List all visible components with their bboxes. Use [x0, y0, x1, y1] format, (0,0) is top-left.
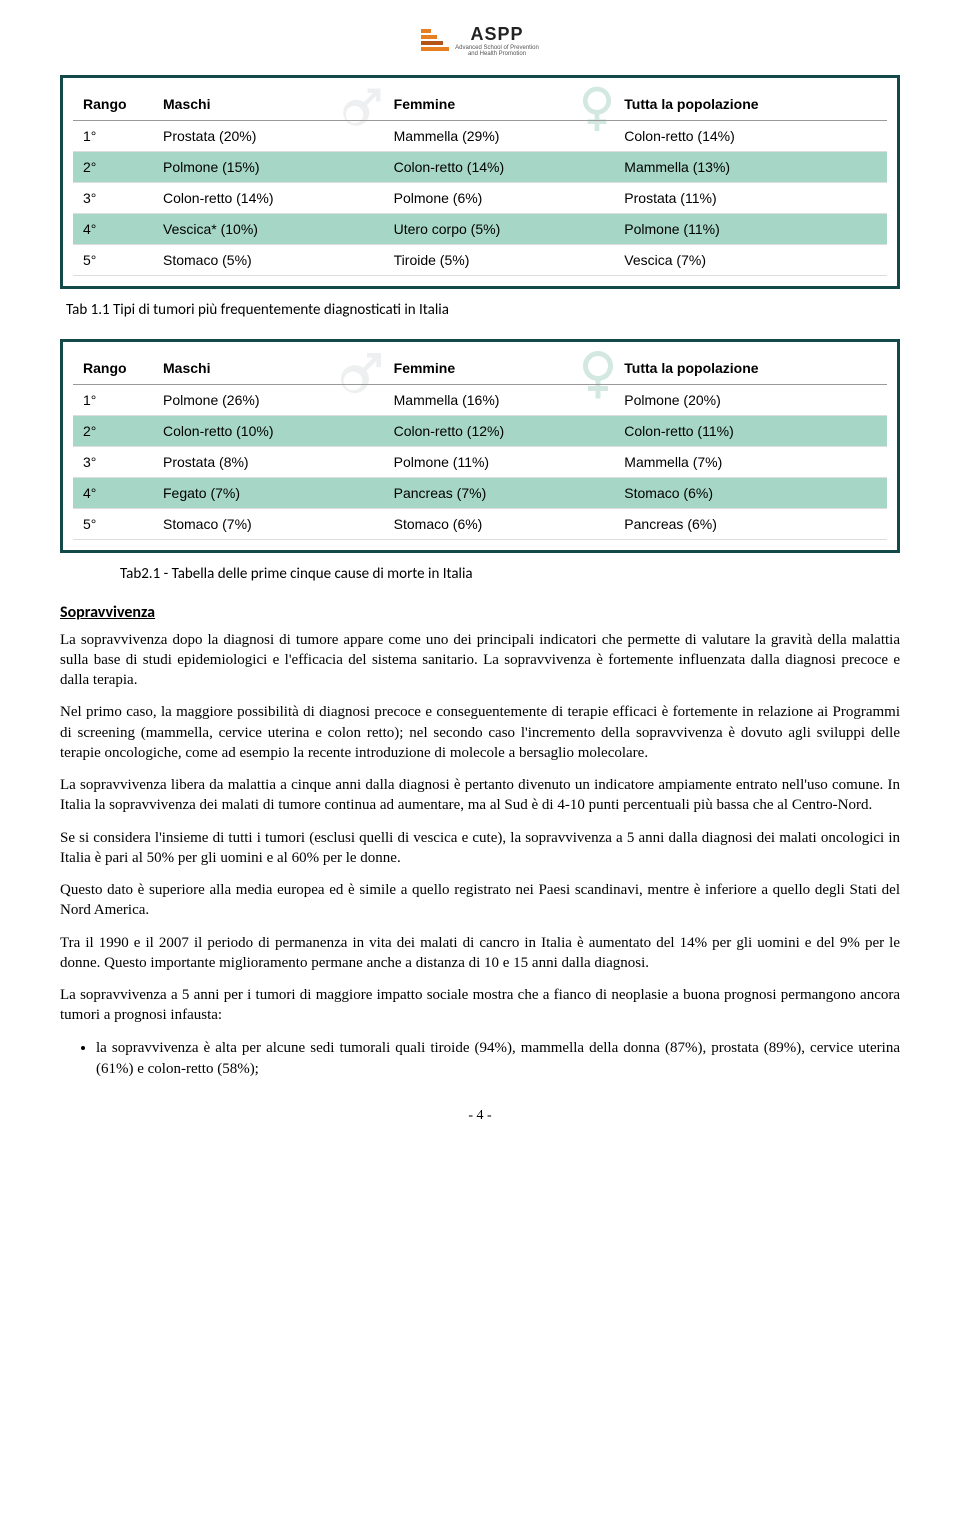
- table-cell: Prostata (11%): [614, 182, 887, 213]
- header-logo: ASPP Advanced School of Prevention and H…: [60, 20, 900, 57]
- table-cell: 1°: [73, 120, 153, 151]
- logo-mark-icon: [421, 29, 449, 51]
- table-row: 5°Stomaco (5%)Tiroide (5%)Vescica (7%): [73, 244, 887, 275]
- table-cell: Utero corpo (5%): [384, 213, 615, 244]
- table-cell: 3°: [73, 182, 153, 213]
- list-item: la sopravvivenza è alta per alcune sedi …: [96, 1038, 900, 1080]
- table-cell: Colon-retto (10%): [153, 415, 384, 446]
- table-cell: Polmone (26%): [153, 384, 384, 415]
- table-cell: 2°: [73, 415, 153, 446]
- logo-sub2: and Health Promotion: [455, 51, 539, 57]
- table-cell: 4°: [73, 477, 153, 508]
- table-row: 2°Colon-retto (10%)Colon-retto (12%)Colo…: [73, 415, 887, 446]
- body-paragraph: La sopravvivenza dopo la diagnosi di tum…: [60, 630, 900, 691]
- table-row: 5°Stomaco (7%)Stomaco (6%)Pancreas (6%): [73, 508, 887, 539]
- table1-caption: Tab 1.1 Tipi di tumori più frequentement…: [66, 301, 900, 319]
- table-cell: Vescica (7%): [614, 244, 887, 275]
- logo-title: ASPP: [455, 24, 539, 45]
- table-cell: 5°: [73, 244, 153, 275]
- table-cell: Polmone (20%): [614, 384, 887, 415]
- table2: RangoMaschiFemmineTutta la popolazione 1…: [73, 352, 887, 540]
- table-cell: Fegato (7%): [153, 477, 384, 508]
- table-header: Tutta la popolazione: [614, 88, 887, 121]
- table-cell: Polmone (6%): [384, 182, 615, 213]
- table2-caption: Tab2.1 - Tabella delle prime cinque caus…: [120, 565, 900, 583]
- table-cell: 4°: [73, 213, 153, 244]
- table-cell: Colon-retto (14%): [614, 120, 887, 151]
- table-row: 4°Fegato (7%)Pancreas (7%)Stomaco (6%): [73, 477, 887, 508]
- table1-container: RangoMaschiFemmineTutta la popolazione 1…: [60, 75, 900, 289]
- table-cell: Colon-retto (12%): [384, 415, 615, 446]
- table-header: Maschi: [153, 352, 384, 385]
- table-cell: Stomaco (6%): [614, 477, 887, 508]
- table-cell: 5°: [73, 508, 153, 539]
- table-cell: Mammella (29%): [384, 120, 615, 151]
- body-paragraph: Nel primo caso, la maggiore possibilità …: [60, 702, 900, 763]
- page-number: - 4 -: [60, 1108, 900, 1124]
- table-cell: 3°: [73, 446, 153, 477]
- table-cell: Vescica* (10%): [153, 213, 384, 244]
- table-cell: Stomaco (5%): [153, 244, 384, 275]
- table-row: 3°Prostata (8%)Polmone (11%)Mammella (7%…: [73, 446, 887, 477]
- body-paragraph: Se si considera l'insieme di tutti i tum…: [60, 828, 900, 869]
- table-header: Tutta la popolazione: [614, 352, 887, 385]
- table-row: 1°Polmone (26%)Mammella (16%)Polmone (20…: [73, 384, 887, 415]
- table-row: 4°Vescica* (10%)Utero corpo (5%)Polmone …: [73, 213, 887, 244]
- bullet-list: la sopravvivenza è alta per alcune sedi …: [96, 1038, 900, 1080]
- table-header: Femmine: [384, 88, 615, 121]
- table-cell: Stomaco (6%): [384, 508, 615, 539]
- table-cell: Pancreas (7%): [384, 477, 615, 508]
- table-header: Femmine: [384, 352, 615, 385]
- table-header: Maschi: [153, 88, 384, 121]
- body-paragraph: Questo dato è superiore alla media europ…: [60, 880, 900, 921]
- body-paragraph: La sopravvivenza a 5 anni per i tumori d…: [60, 985, 900, 1026]
- table-header: Rango: [73, 88, 153, 121]
- table-cell: Colon-retto (11%): [614, 415, 887, 446]
- table-cell: Prostata (8%): [153, 446, 384, 477]
- body-paragraph: La sopravvivenza libera da malattia a ci…: [60, 775, 900, 816]
- table-header: Rango: [73, 352, 153, 385]
- table-row: 1°Prostata (20%)Mammella (29%)Colon-rett…: [73, 120, 887, 151]
- table-cell: Polmone (15%): [153, 151, 384, 182]
- table-cell: Pancreas (6%): [614, 508, 887, 539]
- table-cell: Mammella (7%): [614, 446, 887, 477]
- table-cell: Colon-retto (14%): [153, 182, 384, 213]
- table2-container: RangoMaschiFemmineTutta la popolazione 1…: [60, 339, 900, 553]
- table-cell: Polmone (11%): [614, 213, 887, 244]
- table-cell: Stomaco (7%): [153, 508, 384, 539]
- table-row: 2°Polmone (15%)Colon-retto (14%)Mammella…: [73, 151, 887, 182]
- table-cell: Polmone (11%): [384, 446, 615, 477]
- table-cell: 2°: [73, 151, 153, 182]
- table-cell: Mammella (13%): [614, 151, 887, 182]
- table1: RangoMaschiFemmineTutta la popolazione 1…: [73, 88, 887, 276]
- table-cell: 1°: [73, 384, 153, 415]
- table-row: 3°Colon-retto (14%)Polmone (6%)Prostata …: [73, 182, 887, 213]
- table-cell: Tiroide (5%): [384, 244, 615, 275]
- table-cell: Mammella (16%): [384, 384, 615, 415]
- table-cell: Prostata (20%): [153, 120, 384, 151]
- table-cell: Colon-retto (14%): [384, 151, 615, 182]
- body-paragraph: Tra il 1990 e il 2007 il periodo di perm…: [60, 933, 900, 974]
- section-heading: Sopravvivenza: [60, 603, 900, 622]
